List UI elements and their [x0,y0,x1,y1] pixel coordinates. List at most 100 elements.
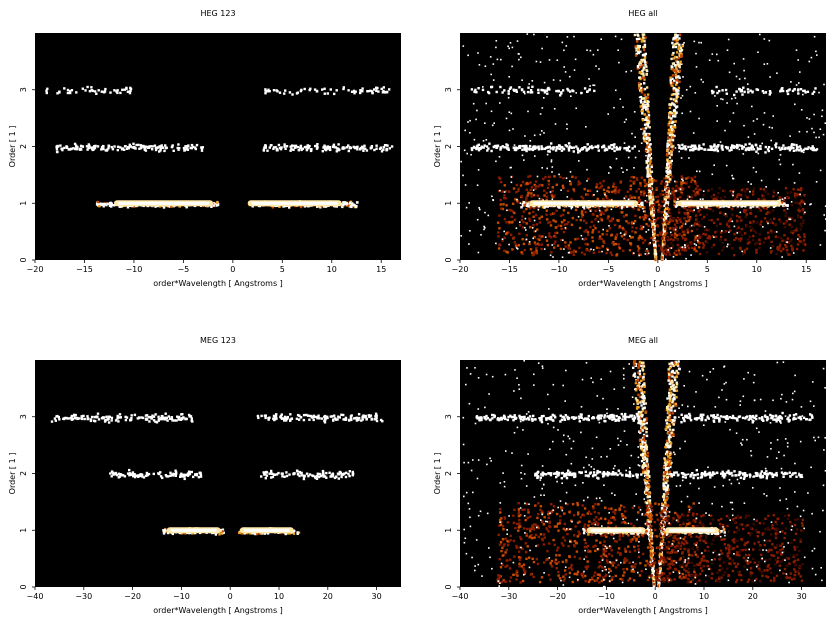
x-tick-label: 0 [655,265,660,274]
heatmap-pixel [141,475,144,478]
heatmap-pixel [595,186,598,189]
heatmap-pixel [679,195,682,199]
heatmap-pixel [528,83,530,85]
heatmap-pixel [648,242,651,246]
heatmap-pixel [511,248,514,251]
heatmap-pixel [663,210,667,213]
heatmap-pixel [605,233,608,236]
heatmap-pixel [238,531,242,535]
heatmap-pixel [102,416,105,419]
heatmap-pixel [528,144,532,148]
heatmap-pixel [768,211,772,214]
heatmap-pixel [316,143,319,146]
heatmap-pixel [161,418,164,421]
heatmap-pixel [195,143,199,147]
heatmap-pixel [533,241,537,244]
heatmap-pixel [526,202,529,205]
heatmap-pixel [545,195,549,198]
heatmap-pixel [698,242,701,245]
heatmap-pixel [666,170,669,173]
heatmap-pixel [190,147,193,150]
heatmap-pixel [629,242,632,245]
heatmap-pixel [757,152,760,155]
heatmap-pixel [649,208,652,211]
heatmap-pixel [638,216,642,219]
heatmap-pixel [642,210,645,213]
heatmap-pixel [763,198,766,201]
heatmap-pixel [559,94,562,97]
heatmap-pixel [652,214,655,217]
heatmap-pixel [758,233,761,236]
heatmap-pixel [680,186,683,189]
heatmap-pixel [350,204,353,207]
heatmap-pixel [581,238,584,240]
heatmap-pixel [715,199,718,202]
heatmap-pixel [669,150,673,153]
heatmap-pixel [504,197,507,200]
heatmap-pixel [666,171,669,175]
heatmap-pixel [646,115,649,119]
heatmap-pixel [641,103,645,106]
heatmap-pixel [475,91,478,94]
heatmap-pixel [584,211,587,214]
heatmap-pixel [666,152,669,156]
heatmap-pixel [513,89,516,92]
heatmap-pixel [786,208,789,210]
heatmap-pixel [586,193,589,196]
heatmap-pixel [680,54,683,58]
heatmap-pixel [693,246,697,249]
heatmap-pixel [385,148,389,152]
heatmap-pixel [524,135,526,137]
heatmap-pixel [710,246,714,249]
heatmap-pixel [660,210,663,214]
heatmap-pixel [802,242,805,245]
heatmap-pixel [148,420,151,423]
heatmap-pixel [669,76,672,79]
heatmap-pixel [535,247,538,250]
heatmap-pixel [678,63,681,66]
heatmap-pixel [668,120,671,124]
heatmap-pixel [703,215,706,219]
heatmap-pixel [798,149,801,152]
heatmap-pixel [656,234,659,237]
heatmap-pixel [646,96,650,99]
heatmap-pixel [675,99,678,103]
heatmap-pixel [784,214,787,218]
heatmap-pixel [779,242,782,245]
heatmap-pixel [515,227,518,229]
heatmap-pixel [693,209,695,211]
heatmap-pixel [608,198,611,202]
heatmap-pixel [116,417,119,420]
heatmap-pixel [778,146,781,149]
heatmap-pixel [554,220,557,223]
heatmap-pixel [547,179,550,183]
heatmap-pixel [583,187,586,191]
heatmap-pixel [782,197,785,200]
heatmap-pixel [492,79,495,81]
heatmap-pixel [683,42,685,44]
heatmap-pixel [646,200,649,203]
heatmap-pixel [811,149,814,151]
heatmap-pixel [643,206,646,209]
heatmap-pixel [543,194,546,197]
heatmap-pixel [277,143,281,147]
heatmap-pixel [613,146,616,149]
heatmap-pixel [734,198,737,201]
heatmap-pixel [579,218,582,222]
heatmap-pixel [790,238,793,241]
heatmap-pixel [548,232,551,235]
heatmap-pixel [640,72,643,75]
heatmap-pixel [798,82,800,84]
heatmap-pixel [667,249,670,251]
heatmap-pixel [631,230,634,233]
heatmap-pixel [576,237,580,240]
heatmap-pixel [707,235,711,238]
heatmap-pixel [724,129,726,132]
heatmap-pixel [782,239,785,242]
heatmap-pixel [345,204,349,207]
heatmap-pixel [648,190,651,193]
heatmap-pixel [697,192,700,196]
heatmap-pixel [772,191,776,194]
heatmap-pixel [586,49,588,51]
heatmap-pixel [314,475,317,478]
